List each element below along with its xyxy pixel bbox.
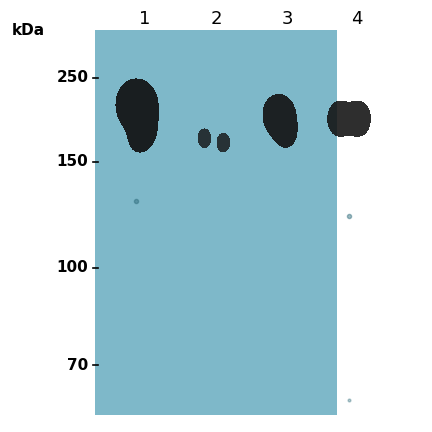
Text: 1: 1 xyxy=(139,10,150,29)
Text: 70: 70 xyxy=(67,358,89,372)
Text: 100: 100 xyxy=(57,260,89,275)
Text: 2: 2 xyxy=(210,10,222,29)
Text: 250: 250 xyxy=(57,70,89,85)
Text: 4: 4 xyxy=(351,10,362,29)
Bar xyxy=(95,30,337,415)
Text: 3: 3 xyxy=(282,10,293,29)
Text: kDa: kDa xyxy=(12,23,44,38)
Text: 150: 150 xyxy=(57,155,89,169)
